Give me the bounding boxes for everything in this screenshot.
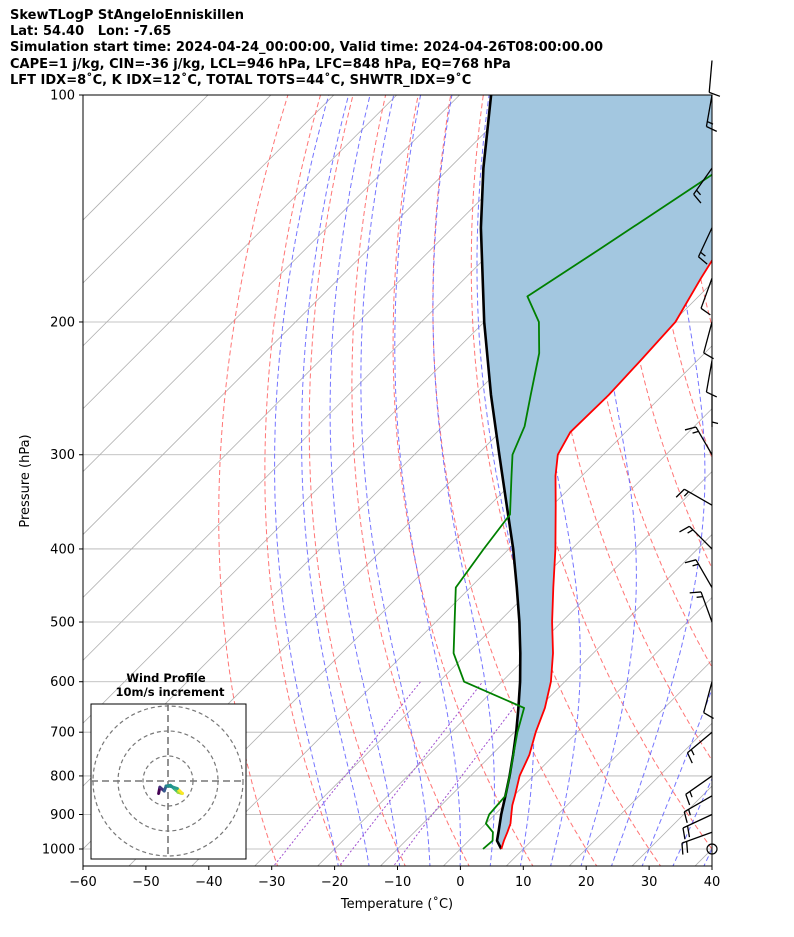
y-tick-label: 700: [50, 726, 75, 741]
x-tick-label: −20: [321, 875, 348, 890]
moist-adiabat-line: [275, 95, 339, 868]
y-tick-label: 900: [50, 808, 75, 823]
x-tick-label: 0: [456, 875, 464, 890]
mixing-ratio-line: [338, 682, 483, 868]
dry-adiabat-line: [710, 78, 794, 868]
x-tick-label: −50: [132, 875, 159, 890]
barb-flag: [687, 841, 688, 852]
chart-data-layer: [454, 95, 794, 849]
y-axis-label: Pressure (hPa): [18, 434, 33, 527]
barb-flag: [690, 592, 701, 593]
hodograph-inset: Wind Profile 10m/s increment: [91, 671, 246, 859]
y-tick-label: 1000: [42, 843, 75, 858]
x-tick-label: −60: [69, 875, 96, 890]
barb-flag: [686, 794, 690, 805]
dry-adiabat-line: [742, 78, 794, 868]
y-tick-label: 500: [50, 616, 75, 631]
dry-adiabat-line: [774, 78, 794, 868]
x-tick-label: 40: [704, 875, 721, 890]
dry-adiabat-line: [352, 78, 470, 868]
barb-flag: [683, 828, 685, 839]
y-tick-label: 800: [50, 769, 75, 784]
x-tick-label: −30: [258, 875, 285, 890]
moist-adiabat-line: [703, 95, 794, 868]
barb-half-flag: [712, 422, 718, 424]
x-tick-label: −40: [195, 875, 222, 890]
barb-shaft: [704, 682, 712, 713]
hodograph-subtitle: 10m/s increment: [116, 685, 225, 699]
barb-shaft: [709, 60, 712, 92]
barb-half-flag: [690, 791, 692, 797]
barb-flag: [676, 489, 684, 497]
x-tick-label: 30: [641, 875, 658, 890]
wind-barb: [709, 60, 720, 96]
barb-flag: [685, 427, 696, 430]
wind-barb: [712, 395, 718, 427]
x-axis-label: Temperature (˚C): [340, 896, 453, 912]
wind-barb: [679, 526, 712, 549]
y-tick-label: 300: [50, 448, 75, 463]
wind-barb: [685, 560, 712, 588]
barb-flag: [701, 308, 710, 315]
hodograph-segment: [168, 786, 172, 787]
x-tick-label: 20: [578, 875, 595, 890]
barb-half-flag: [697, 597, 703, 598]
barb-half-flag: [693, 431, 699, 433]
y-tick-label: 100: [50, 89, 75, 104]
y-tick-label: 600: [50, 675, 75, 690]
wind-barb: [690, 592, 712, 622]
isotherm-line: [756, 78, 794, 868]
barb-shaft: [706, 361, 712, 393]
x-tick-label: 10: [515, 875, 532, 890]
moist-adiabat-line: [361, 95, 430, 868]
barb-flag: [687, 753, 692, 763]
y-tick-label: 400: [50, 542, 75, 557]
moist-adiabat-line: [302, 95, 370, 868]
barb-flag: [688, 826, 690, 837]
y-tick-label: 200: [50, 315, 75, 330]
hodograph-title: Wind Profile: [126, 671, 206, 685]
wind-barb: [687, 732, 712, 763]
wind-barb: [701, 278, 712, 315]
wind-barb: [683, 814, 712, 839]
x-tick-label: −10: [384, 875, 411, 890]
cape-shaded-area: [481, 95, 794, 849]
barb-shaft: [704, 322, 712, 353]
barb-half-flag: [691, 750, 694, 756]
barb-half-flag: [688, 530, 693, 533]
moist-adiabat-line: [330, 95, 400, 868]
barb-flag: [679, 526, 689, 532]
